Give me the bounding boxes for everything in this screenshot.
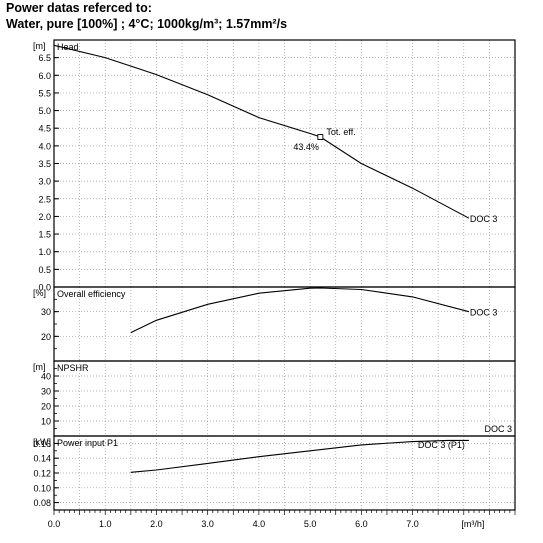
header-line-1: Power datas referced to: [6,1,152,15]
head-ytick-label: 6.0 [38,71,51,81]
head-ytick-label: 1.5 [38,230,51,240]
power-ytick-label: 0.14 [33,454,51,464]
npshr-ylabel: [m] [33,362,46,372]
duty-point-label: Tot. eff. [326,127,355,137]
npshr-ytick-label: 40 [41,372,51,382]
head-series-label: DOC 3 [470,214,498,224]
head-ytick-label: 2.0 [38,212,51,222]
duty-point-efficiency-value: 43.4% [293,142,319,152]
power-ylabel: [kW] [33,437,51,447]
head-curve [53,44,470,219]
efficiency-ytick-label: 20 [41,332,51,342]
efficiency-curve [130,287,470,334]
head-ytick-label: 1.0 [38,247,51,257]
x-axis-unit: [m³/h] [461,519,484,529]
efficiency-title: Overall efficiency [57,289,126,299]
head-ytick-label: 3.5 [38,159,51,169]
npshr-ytick-label: 30 [41,387,51,397]
x-tick-label: 3.0 [201,519,214,529]
head-ylabel: [m] [33,41,46,51]
npshr-ytick-label: 10 [41,417,51,427]
power-curve [130,439,469,473]
head-title: Head [57,42,79,52]
power-ytick-label: 0.08 [33,498,51,508]
efficiency-ytick-label: 30 [41,307,51,317]
power-ytick-label: 0.12 [33,469,51,479]
head-ytick-label: 3.0 [38,177,51,187]
header-line-2: Water, pure [100%] ; 4°C; 1000kg/m³; 1.5… [6,17,288,31]
power-ytick-label: 0.16 [33,439,51,449]
x-tick-label: 0.0 [48,519,61,529]
x-tick-label: 7.0 [406,519,419,529]
duty-point-marker [317,134,324,140]
head-ytick-label: 4.5 [38,124,51,134]
x-tick-label: 2.0 [150,519,163,529]
head-ytick-label: 6.5 [38,53,51,63]
npshr-title: NPSHR [57,363,89,373]
x-tick-label: 5.0 [304,519,317,529]
power-series-label: DOC 3 (P1) [418,440,465,450]
head-ytick-label: 4.0 [38,141,51,151]
power-ytick-label: 0.10 [33,483,51,493]
x-tick-label: 1.0 [99,519,112,529]
x-tick-label: 6.0 [355,519,368,529]
efficiency-series-label: DOC 3 [470,308,498,318]
head-ytick-label: 0.0 [38,283,51,293]
head-ytick-label: 5.5 [38,88,51,98]
head-ytick-label: 2.5 [38,194,51,204]
npshr-series-label: DOC 3 [484,424,512,434]
efficiency-ylabel: [%] [33,288,46,298]
head-ytick-label: 0.5 [38,265,51,275]
x-tick-label: 4.0 [253,519,266,529]
head-ytick-label: 5.0 [38,106,51,116]
power-title: Power input P1 [57,438,118,448]
npshr-ytick-label: 20 [41,402,51,412]
